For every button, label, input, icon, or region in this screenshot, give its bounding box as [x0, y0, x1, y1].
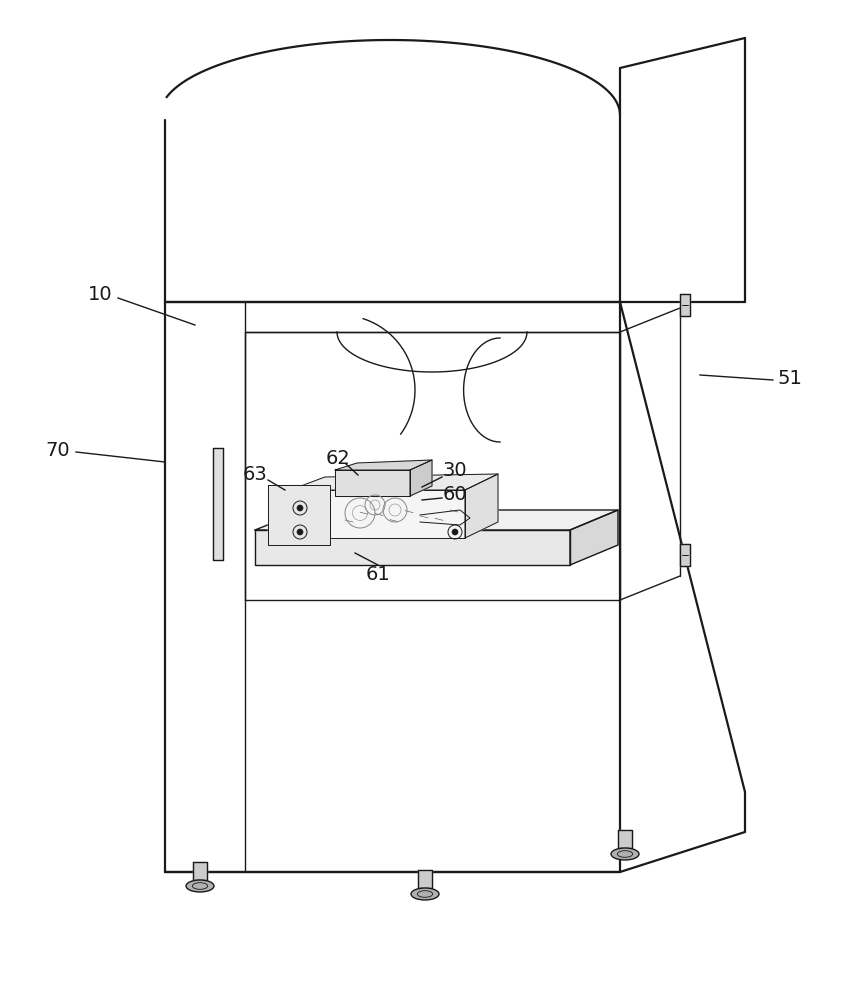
Polygon shape — [290, 474, 498, 490]
Text: 61: 61 — [366, 566, 391, 584]
Ellipse shape — [411, 888, 439, 900]
Polygon shape — [618, 830, 632, 848]
Polygon shape — [680, 544, 690, 566]
Text: 62: 62 — [326, 448, 351, 468]
Ellipse shape — [186, 880, 214, 892]
Polygon shape — [465, 474, 498, 538]
Polygon shape — [410, 460, 432, 496]
Ellipse shape — [611, 848, 639, 860]
Text: 63: 63 — [243, 464, 267, 484]
Polygon shape — [193, 862, 207, 880]
Circle shape — [297, 505, 303, 511]
Polygon shape — [418, 870, 432, 888]
Circle shape — [452, 529, 458, 535]
Polygon shape — [268, 485, 330, 545]
Text: 30: 30 — [443, 462, 467, 481]
Text: 51: 51 — [778, 368, 802, 387]
Polygon shape — [255, 530, 570, 565]
Polygon shape — [290, 490, 465, 538]
Polygon shape — [680, 294, 690, 316]
Polygon shape — [255, 510, 618, 530]
Text: 10: 10 — [88, 286, 112, 304]
Text: 70: 70 — [46, 440, 71, 460]
Polygon shape — [213, 448, 223, 560]
Text: 60: 60 — [443, 486, 467, 504]
Polygon shape — [570, 510, 618, 565]
Polygon shape — [335, 460, 432, 470]
Polygon shape — [335, 470, 410, 496]
Circle shape — [297, 529, 303, 535]
